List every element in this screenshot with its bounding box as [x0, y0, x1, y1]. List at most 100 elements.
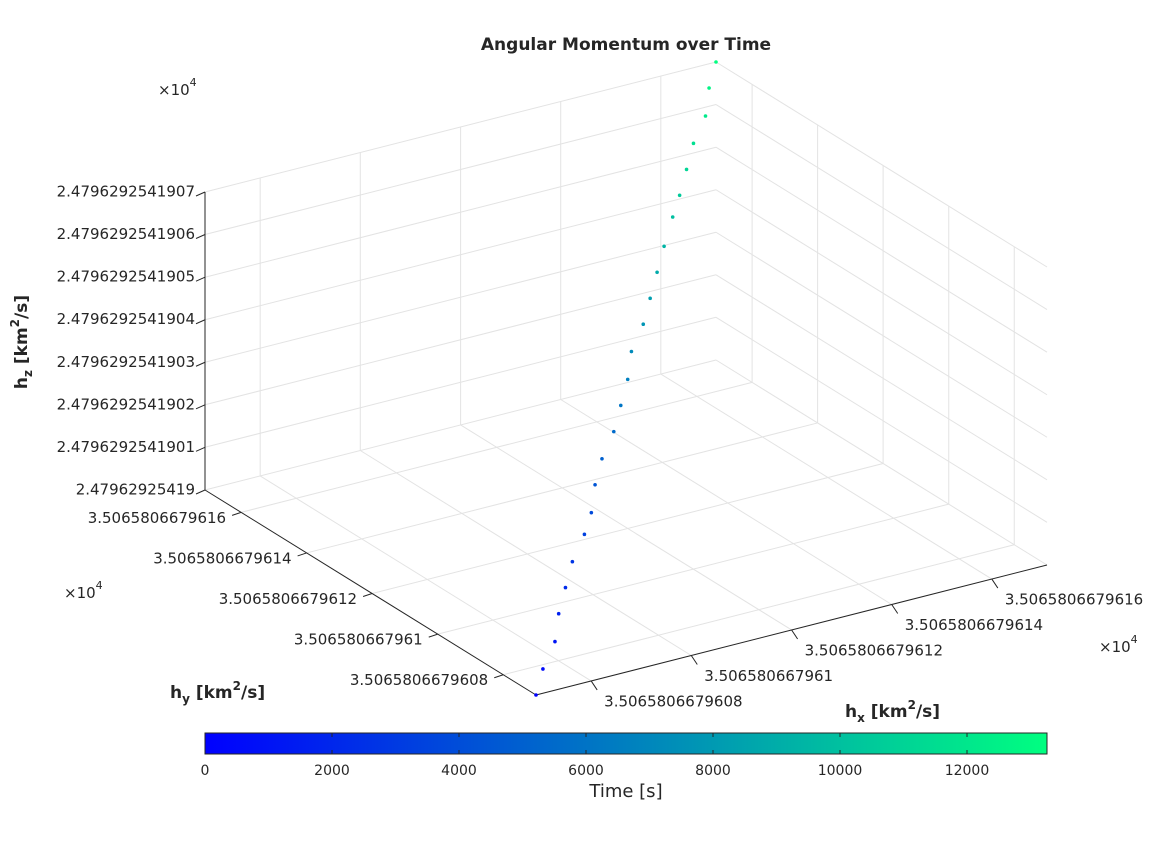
y-tick	[231, 511, 242, 516]
z-tick	[195, 489, 206, 495]
point	[589, 510, 594, 515]
point	[684, 167, 689, 172]
x-tick	[891, 604, 899, 614]
z-tick	[195, 191, 206, 197]
grid-line	[437, 503, 949, 635]
z-tick	[195, 234, 206, 239]
chart-title: Angular Momentum over Time	[481, 35, 771, 55]
x-axis	[535, 564, 1048, 696]
x-multiplier: ×104	[1099, 633, 1138, 656]
x-tick	[791, 629, 799, 640]
z-tick-label: 2.4796292541907	[57, 183, 195, 201]
y-tick	[494, 674, 504, 679]
grid-line	[560, 399, 892, 605]
grid-line	[204, 359, 717, 491]
x-tick-label: 3.5065806679614	[905, 616, 1043, 634]
label-sup: 2	[8, 319, 22, 327]
label-unit: [km	[865, 702, 908, 722]
multiplier-exp: 4	[190, 76, 197, 89]
colorbar-tick-label: 0	[201, 763, 210, 779]
y-tick-label: 3.5065806679614	[153, 549, 291, 567]
y-tick-label: 3.5065806679612	[219, 590, 357, 608]
z-axis-label: hz [km2/s]	[8, 295, 35, 389]
z-tick-label: 2.4796292541906	[57, 225, 195, 243]
point	[534, 693, 538, 697]
y-tick	[362, 593, 373, 597]
y-tick-label: 3.506580667961	[294, 631, 423, 649]
grid-line	[715, 61, 1048, 268]
colorbar-tick-label: 4000	[441, 763, 477, 779]
y-multiplier: ×104	[64, 579, 103, 602]
grid-line	[360, 450, 692, 656]
point	[677, 193, 682, 198]
z-tick-label: 2.4796292541902	[57, 395, 195, 413]
z-tick-label: 2.47962925419	[76, 481, 195, 499]
label-unit: [km	[12, 327, 32, 370]
point	[570, 559, 575, 564]
z-tick-label: 2.4796292541903	[57, 353, 195, 371]
grid-line	[715, 274, 1048, 481]
colorbar-tick-label: 8000	[695, 763, 731, 779]
grid-line	[204, 146, 717, 278]
label-text: h	[12, 377, 32, 389]
colorbar-tick-label: 10000	[818, 763, 863, 779]
point	[556, 611, 561, 616]
grid-line	[503, 544, 1015, 676]
label-sub: y	[182, 692, 190, 706]
point	[714, 60, 718, 64]
y-tick-label: 3.5065806679608	[350, 671, 488, 689]
grid-line	[715, 316, 1048, 523]
point	[648, 296, 652, 301]
z-tick-label: 2.4796292541901	[57, 438, 195, 456]
grid-line	[715, 231, 1048, 438]
point	[618, 403, 623, 408]
label-unit-end: /s]	[916, 702, 940, 722]
point	[625, 377, 630, 382]
z-multiplier: ×104	[158, 76, 197, 99]
grid-line	[306, 422, 818, 554]
grid-line	[204, 104, 717, 236]
z-tick	[195, 361, 206, 367]
grid-line	[240, 381, 753, 513]
point	[541, 667, 545, 671]
y-tick	[297, 552, 307, 557]
multiplier-base: ×10	[158, 81, 190, 99]
point	[662, 244, 666, 249]
grid-line	[715, 146, 1048, 353]
grid-line	[715, 359, 1048, 566]
multiplier-exp: 4	[96, 579, 103, 592]
z-tick	[195, 319, 206, 325]
label-sub: z	[21, 370, 35, 377]
x-tick-label: 3.5065806679612	[805, 641, 943, 659]
grid-line	[204, 189, 717, 321]
label-unit-end: /s]	[241, 683, 265, 703]
point	[670, 215, 675, 219]
y-tick-label: 3.5065806679616	[88, 509, 226, 527]
x-tick	[590, 680, 598, 691]
y-axis-label: hy [km2/s]	[170, 679, 265, 706]
colorbar-tick-label: 12000	[945, 763, 990, 779]
x-tick	[690, 655, 698, 665]
label-sub: x	[857, 711, 865, 725]
z-tick-label: 2.4796292541904	[57, 310, 195, 328]
grid-line	[371, 463, 884, 594]
z-tick	[195, 276, 206, 282]
colorbar-tick-label: 6000	[568, 763, 604, 779]
label-sup: 2	[233, 679, 241, 693]
colorbar-tick-label: 2000	[314, 763, 350, 779]
grid-line	[660, 373, 993, 580]
label-text: h	[170, 683, 182, 703]
point	[655, 270, 659, 275]
point	[691, 141, 696, 146]
point	[600, 456, 604, 461]
label-unit: [km	[190, 683, 233, 703]
x-tick-label: 3.5065806679608	[604, 692, 742, 710]
x-tick-label: 3.506580667961	[704, 667, 833, 685]
label-text: h	[845, 702, 857, 722]
grid-line	[204, 61, 717, 193]
z-tick-label: 2.4796292541905	[57, 268, 195, 286]
x-axis-label: hx [km2/s]	[845, 698, 940, 725]
grid-line	[259, 475, 592, 682]
grid-line	[715, 189, 1048, 396]
